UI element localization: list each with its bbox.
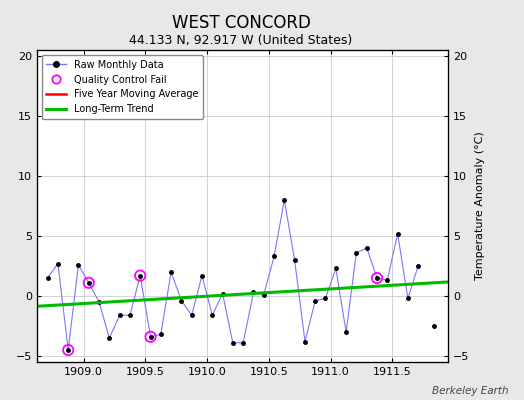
Quality Control Fail	[136, 272, 145, 279]
Raw Monthly Data	[322, 296, 329, 301]
Raw Monthly Data	[384, 278, 390, 283]
Raw Monthly Data	[209, 313, 215, 318]
Raw Monthly Data	[116, 313, 123, 318]
Raw Monthly Data	[281, 198, 288, 202]
Raw Monthly Data	[178, 298, 184, 303]
Raw Monthly Data	[85, 280, 92, 285]
Raw Monthly Data	[96, 300, 102, 304]
Raw Monthly Data	[199, 273, 205, 278]
Raw Monthly Data	[343, 330, 350, 334]
Raw Monthly Data	[250, 290, 257, 295]
Raw Monthly Data	[220, 291, 226, 296]
Raw Monthly Data	[106, 336, 113, 340]
Raw Monthly Data	[240, 340, 246, 345]
Line: Raw Monthly Data: Raw Monthly Data	[46, 198, 420, 352]
Raw Monthly Data	[271, 254, 277, 259]
Text: 44.133 N, 92.917 W (United States): 44.133 N, 92.917 W (United States)	[129, 34, 353, 47]
Raw Monthly Data	[302, 339, 308, 344]
Raw Monthly Data	[374, 276, 380, 280]
Raw Monthly Data	[137, 273, 144, 278]
Raw Monthly Data	[405, 296, 411, 301]
Raw Monthly Data	[415, 264, 421, 268]
Raw Monthly Data	[189, 313, 195, 318]
Raw Monthly Data	[291, 258, 298, 262]
Raw Monthly Data	[260, 292, 267, 297]
Raw Monthly Data	[230, 340, 236, 345]
Raw Monthly Data	[312, 298, 319, 303]
Raw Monthly Data	[55, 261, 61, 266]
Raw Monthly Data	[364, 246, 370, 250]
Quality Control Fail	[64, 347, 72, 353]
Quality Control Fail	[84, 280, 93, 286]
Raw Monthly Data	[65, 348, 71, 352]
Quality Control Fail	[146, 334, 155, 340]
Raw Monthly Data	[168, 270, 174, 274]
Raw Monthly Data	[75, 262, 82, 267]
Raw Monthly Data	[127, 313, 133, 318]
Quality Control Fail	[373, 275, 381, 281]
Raw Monthly Data	[353, 250, 359, 255]
Raw Monthly Data	[158, 332, 164, 337]
Raw Monthly Data	[45, 276, 51, 280]
Raw Monthly Data	[333, 266, 339, 271]
Legend: Raw Monthly Data, Quality Control Fail, Five Year Moving Average, Long-Term Tren: Raw Monthly Data, Quality Control Fail, …	[41, 55, 203, 119]
Text: Berkeley Earth: Berkeley Earth	[432, 386, 508, 396]
Y-axis label: Temperature Anomaly (°C): Temperature Anomaly (°C)	[475, 132, 485, 280]
Raw Monthly Data	[395, 231, 401, 236]
Raw Monthly Data	[147, 334, 154, 339]
Text: WEST CONCORD: WEST CONCORD	[171, 14, 311, 32]
